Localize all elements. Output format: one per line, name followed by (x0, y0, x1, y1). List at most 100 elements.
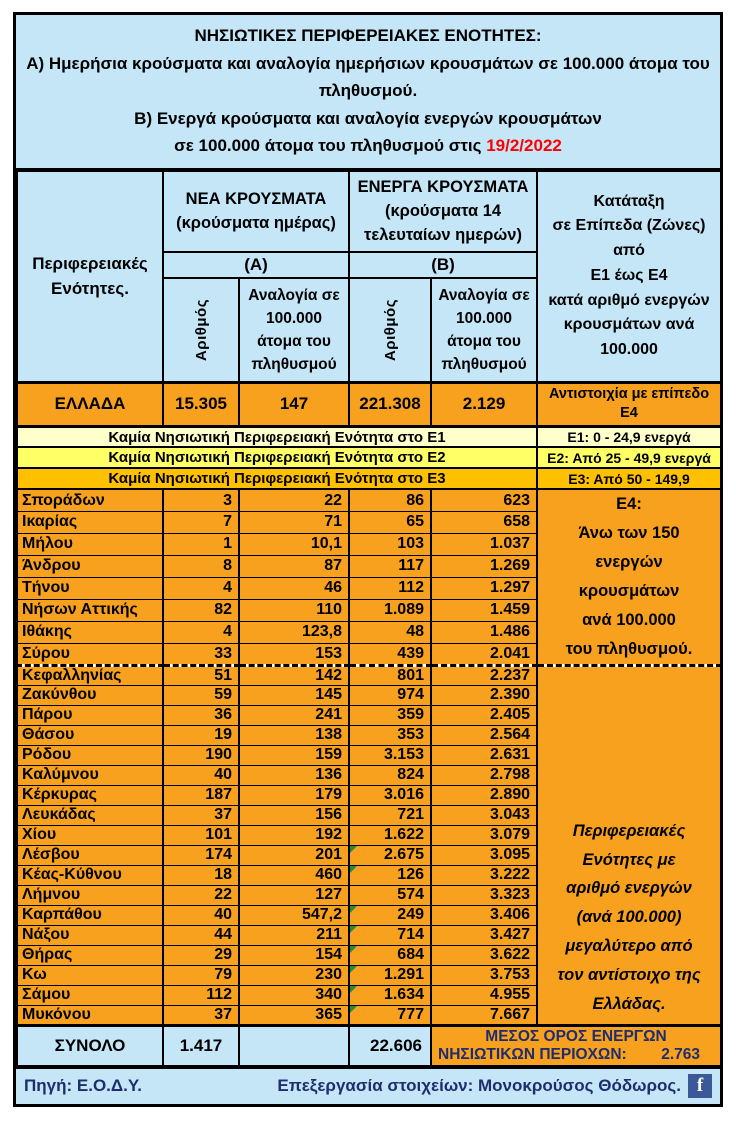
average-value: 2.763 (661, 1045, 701, 1063)
active-cases-ratio: 3.427 (429, 924, 539, 946)
table-row: Νάξου 44 211 714 3.427 (16, 924, 721, 946)
active-cases-count: 359 (348, 704, 432, 726)
table-row: Σύρου 33 153 439 2.041 (16, 642, 721, 666)
greece-and-zones: ΕΛΛΑΔΑ 15.305 147 221.308 2.129 Αντιστοι… (15, 380, 723, 491)
new-cases-count: 190 (162, 744, 240, 766)
region-name: Κέρκυρας (16, 784, 164, 806)
new-cases-count: 8 (162, 554, 240, 578)
zone-e4-description: Ε4: Άνω των 150 ενεργών κρουσμάτων ανά 1… (536, 488, 723, 666)
table-row: Σάμου 112 340 1.634 4.955 (16, 984, 721, 1006)
average-label-line2: ΝΗΣΙΩΤΙΚΩΝ ΠΕΡΙΟΧΩΝ: (438, 1045, 627, 1063)
header-sub-row: Αριθμός Αναλογία σε 100.000 άτομα του πλ… (17, 277, 721, 384)
region-name: Ζακύνθου (16, 684, 164, 706)
new-cases-ratio: 123,8 (238, 620, 350, 644)
new-cases-count: 36 (162, 704, 240, 726)
new-cases-count: 7 (162, 510, 240, 534)
active-cases-count: 801 (348, 663, 432, 686)
region-name: Νήσων Αττικής (16, 598, 164, 622)
table-row: Κέρκυρας 187 179 3.016 2.890 (16, 784, 721, 806)
zone-range: Ε3: Από 50 - 149,9 (536, 467, 723, 491)
new-cases-ratio: 10,1 (238, 532, 350, 556)
new-cases-count: 101 (162, 824, 240, 846)
active-cases-ratio: 2.890 (429, 784, 539, 806)
new-cases-ratio: 192 (238, 824, 350, 846)
zone-row-e3: Καμία Νησιωτική Περιφερειακή Ενότητα στο… (15, 467, 723, 491)
new-cases-ratio: 142 (238, 663, 350, 686)
table-row: Νήσων Αττικής 82 110 1.089 1.459 (16, 598, 721, 622)
report-date: 19/2/2022 (486, 136, 562, 156)
new-cases-ratio: 179 (238, 784, 350, 806)
zone-message: Καμία Νησιωτική Περιφερειακή Ενότητα στο… (15, 425, 539, 449)
region-name: Λέσβου (16, 844, 164, 866)
subtitle-date-prefix: σε 100.000 άτομα του πληθυσμού στις (174, 136, 482, 156)
region-name: Θήρας (16, 944, 164, 966)
region-name: Μήλου (16, 532, 164, 556)
region-name: Καλύμνου (16, 764, 164, 786)
active-cases-ratio: 1.459 (429, 598, 539, 622)
region-name: Λευκάδας (16, 804, 164, 826)
new-cases-ratio: 230 (238, 964, 350, 986)
new-cases-count: 19 (162, 724, 240, 746)
region-name: Κεφαλληνίας (16, 663, 164, 686)
new-cases-ratio: 153 (238, 642, 350, 666)
zone-range: Ε2: Από 25 - 49,9 ενεργά (536, 446, 723, 470)
table-row: Χίου 101 192 1.622 3.079 (16, 824, 721, 846)
region-name: Πάρου (16, 704, 164, 726)
infographic-board: ΝΗΣΙΩΤΙΚΕΣ ΠΕΡΙΦΕΡΕΙΑΚΕΣ ΕΝΟΤΗΤΕΣ: Α) Ημ… (13, 12, 723, 1107)
active-cases-count: 3.016 (348, 784, 432, 806)
active-cases-group-tag: (Β) (347, 251, 539, 280)
region-name: Κέας-Κύθνου (16, 864, 164, 886)
table-row: Ιθάκης 4 123,8 48 1.486 (16, 620, 721, 644)
totals-section: ΣΥΝΟΛΟ 1.417 22.606 ΜΕΣΟΣ ΟΡΟΣ ΕΝΕΡΓΩΝ Ν… (16, 1023, 723, 1068)
active-cases-ratio: 3.323 (429, 884, 539, 906)
active-cases-ratio: 2.129 (429, 380, 539, 428)
totals-active-cases: 22.606 (348, 1023, 432, 1068)
active-cases-count: 1.622 (348, 824, 432, 846)
header-group-row: Περιφερειακές Ενότητες. ΝΕΑ ΚΡΟΥΣΜΑΤΑ (κ… (16, 169, 723, 384)
new-cases-ratio: 340 (238, 984, 350, 1006)
active-cases-ratio: 3.095 (429, 844, 539, 866)
active-cases-ratio: 2.041 (429, 642, 539, 666)
zone-message: Καμία Νησιωτική Περιφερειακή Ενότητα στο… (15, 446, 539, 470)
new-cases-ratio: 154 (238, 944, 350, 966)
new-cases-ratio: 46 (238, 576, 350, 600)
active-cases-count: 777 (348, 1004, 432, 1026)
active-cases-ratio: 658 (429, 510, 539, 534)
active-cases-ratio: 3.753 (429, 964, 539, 986)
new-cases-count: 1 (162, 532, 240, 556)
page-title: ΝΗΣΙΩΤΙΚΕΣ ΠΕΡΙΦΕΡΕΙΑΚΕΣ ΕΝΟΤΗΤΕΣ: (194, 26, 542, 45)
active-cases-count: 974 (348, 684, 432, 706)
table-row: Μήλου 1 10,1 103 1.037 (16, 532, 721, 556)
new-cases-ratio: 127 (238, 884, 350, 906)
active-cases-ratio: 2.237 (429, 663, 539, 686)
new-cases-count: 79 (162, 964, 240, 986)
table-row: Άνδρου 8 87 117 1.269 (16, 554, 721, 578)
active-cases-count: 1.634 (348, 984, 432, 1006)
facebook-icon[interactable]: f (688, 1073, 712, 1098)
islands-average-cell: ΜΕΣΟΣ ΟΡΟΣ ΕΝΕΡΓΩΝ ΝΗΣΙΩΤΙΚΩΝ ΠΕΡΙΟΧΩΝ: … (429, 1023, 723, 1068)
column-header-zones: Κατάταξη σε Επίπεδα (Ζώνες) από Ε1 έως Ε… (536, 169, 723, 384)
new-cases-count: 174 (162, 844, 240, 866)
new-cases-count: 40 (162, 764, 240, 786)
active-ratio-column-header: Αναλογία σε 100.000 άτομα του πληθυσμού (429, 277, 539, 384)
new-cases-ratio: 159 (238, 744, 350, 766)
active-cases-count: 65 (348, 510, 432, 534)
region-name: Τήνου (16, 576, 164, 600)
new-cases-group-tag: (Α) (162, 251, 350, 280)
new-ratio-column-header: Αναλογία σε 100.000 άτομα του πληθυσμού (238, 277, 350, 384)
region-name: Θάσου (16, 724, 164, 746)
region-name: Νάξου (16, 924, 164, 946)
table-row: Τήνου 4 46 112 1.297 (16, 576, 721, 600)
header-tag-row: (Α) (Β) (17, 251, 721, 280)
active-cases-count: 1.291 (348, 964, 432, 986)
zone-message: Καμία Νησιωτική Περιφερειακή Ενότητα στο… (15, 467, 539, 491)
region-name: Σάμου (16, 984, 164, 1006)
new-cases-count: 37 (162, 1004, 240, 1026)
region-name: Ιθάκης (16, 620, 164, 644)
new-cases-count: 82 (162, 598, 240, 622)
region-name: Σύρου (16, 642, 164, 666)
active-cases-count: 1.089 (348, 598, 432, 622)
new-cases-ratio: 211 (238, 924, 350, 946)
active-count-column-header: Αριθμός (348, 277, 432, 384)
